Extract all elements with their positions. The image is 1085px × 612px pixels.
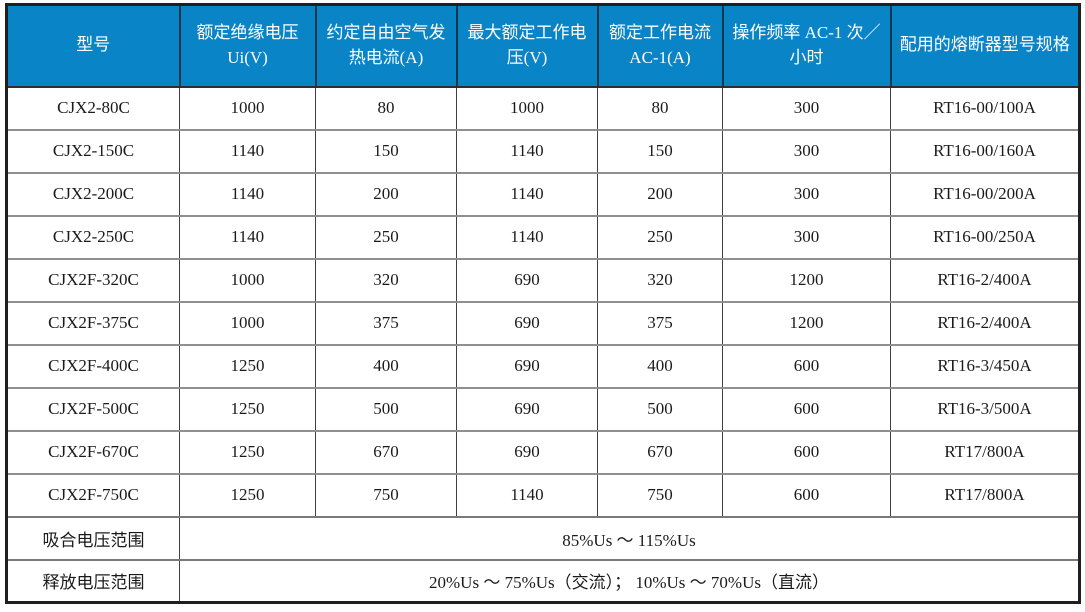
cell-operation-frequency: 600	[722, 343, 891, 388]
table-row: CJX2-250C 1140 250 1140 250 300 RT16-00/…	[6, 214, 1080, 259]
cell-fuse-spec: RT17/800A	[890, 429, 1080, 474]
cell-rated-current: 400	[597, 343, 723, 388]
table-row: CJX2F-320C 1000 320 690 320 1200 RT16-2/…	[6, 257, 1080, 302]
cell-rated-current: 320	[597, 257, 723, 302]
release-voltage-row: 释放电压范围 20%Us ～ 75%Us（交流）； 10%Us ～ 70%Us（…	[6, 558, 1080, 603]
table-row: CJX2-80C 1000 80 1000 80 300 RT16-00/100…	[6, 85, 1080, 130]
cell-model: CJX2-150C	[6, 128, 180, 173]
cell-insulation-voltage: 1250	[179, 472, 316, 517]
cell-max-working-voltage: 1140	[456, 472, 598, 517]
cell-insulation-voltage: 1250	[179, 386, 316, 431]
cell-max-working-voltage: 1140	[456, 128, 598, 173]
cell-rated-current: 500	[597, 386, 723, 431]
cell-model: CJX2F-750C	[6, 472, 180, 517]
table-row: CJX2F-375C 1000 375 690 375 1200 RT16-2/…	[6, 300, 1080, 345]
cell-model: CJX2F-670C	[6, 429, 180, 474]
cell-insulation-voltage: 1250	[179, 343, 316, 388]
cell-insulation-voltage: 1140	[179, 214, 316, 259]
cell-model: CJX2F-400C	[6, 343, 180, 388]
table-row: CJX2F-500C 1250 500 690 500 600 RT16-3/5…	[6, 386, 1080, 431]
table-row: CJX2-150C 1140 150 1140 150 300 RT16-00/…	[6, 128, 1080, 173]
cell-max-working-voltage: 690	[456, 300, 598, 345]
cell-model: CJX2-250C	[6, 214, 180, 259]
cell-fuse-spec: RT16-3/450A	[890, 343, 1080, 388]
cell-thermal-current: 400	[315, 343, 457, 388]
cell-thermal-current: 150	[315, 128, 457, 173]
cell-max-working-voltage: 690	[456, 343, 598, 388]
cell-insulation-voltage: 1000	[179, 257, 316, 302]
cell-fuse-spec: RT17/800A	[890, 472, 1080, 517]
cell-rated-current: 150	[597, 128, 723, 173]
cell-rated-current: 200	[597, 171, 723, 216]
cell-thermal-current: 80	[315, 85, 457, 130]
cell-rated-current: 250	[597, 214, 723, 259]
cell-max-working-voltage: 690	[456, 429, 598, 474]
cell-operation-frequency: 1200	[722, 257, 891, 302]
cell-rated-current: 80	[597, 85, 723, 130]
col-header-insulation-voltage: 额定绝缘电压 Ui(V)	[178, 4, 316, 88]
cell-fuse-spec: RT16-00/100A	[890, 85, 1080, 130]
col-header-fuse-spec: 配用的熔断器型号规格	[889, 4, 1080, 88]
table-row: CJX2F-400C 1250 400 690 400 600 RT16-3/4…	[6, 343, 1080, 388]
cell-fuse-spec: RT16-00/250A	[890, 214, 1080, 259]
cell-model: CJX2-80C	[6, 85, 180, 130]
col-header-thermal-current: 约定自由空气发热电流(A)	[314, 4, 457, 88]
pickup-voltage-row: 吸合电压范围 85%Us ～ 115%Us	[6, 515, 1080, 560]
cell-max-working-voltage: 690	[456, 386, 598, 431]
cell-operation-frequency: 600	[722, 472, 891, 517]
table-row: CJX2F-670C 1250 670 690 670 600 RT17/800…	[6, 429, 1080, 474]
cell-operation-frequency: 300	[722, 128, 891, 173]
cell-rated-current: 750	[597, 472, 723, 517]
cell-operation-frequency: 300	[722, 214, 891, 259]
cell-model: CJX2F-375C	[6, 300, 180, 345]
cell-max-working-voltage: 690	[456, 257, 598, 302]
cell-fuse-spec: RT16-3/500A	[890, 386, 1080, 431]
cell-max-working-voltage: 1140	[456, 214, 598, 259]
pickup-voltage-label: 吸合电压范围	[6, 515, 180, 560]
table-row: CJX2-200C 1140 200 1140 200 300 RT16-00/…	[6, 171, 1080, 216]
cell-fuse-spec: RT16-00/160A	[890, 128, 1080, 173]
release-voltage-label: 释放电压范围	[6, 558, 180, 603]
cell-fuse-spec: RT16-2/400A	[890, 300, 1080, 345]
cell-fuse-spec: RT16-2/400A	[890, 257, 1080, 302]
cell-rated-current: 375	[597, 300, 723, 345]
pickup-voltage-value: 85%Us ～ 115%Us	[179, 515, 1080, 560]
cell-rated-current: 670	[597, 429, 723, 474]
cell-thermal-current: 670	[315, 429, 457, 474]
cell-operation-frequency: 1200	[722, 300, 891, 345]
cell-model: CJX2-200C	[6, 171, 180, 216]
release-voltage-value: 20%Us ～ 75%Us（交流）； 10%Us ～ 70%Us（直流）	[179, 558, 1080, 603]
col-header-operation-frequency: 操作频率 AC-1 次／小时	[721, 4, 891, 88]
cell-thermal-current: 200	[315, 171, 457, 216]
cell-insulation-voltage: 1000	[179, 300, 316, 345]
cell-operation-frequency: 300	[722, 171, 891, 216]
col-header-model: 型号	[5, 4, 180, 88]
cell-thermal-current: 250	[315, 214, 457, 259]
cell-model: CJX2F-320C	[6, 257, 180, 302]
header-row: 型号 额定绝缘电压 Ui(V) 约定自由空气发热电流(A) 最大额定工作电压(V…	[5, 4, 1080, 88]
cell-operation-frequency: 600	[722, 386, 891, 431]
cell-thermal-current: 750	[315, 472, 457, 517]
cell-insulation-voltage: 1140	[179, 128, 316, 173]
cell-insulation-voltage: 1140	[179, 171, 316, 216]
cell-thermal-current: 320	[315, 257, 457, 302]
col-header-rated-current: 额定工作电流 AC-1(A)	[596, 4, 723, 88]
table-row: CJX2F-750C 1250 750 1140 750 600 RT17/80…	[6, 472, 1080, 517]
cell-model: CJX2F-500C	[6, 386, 180, 431]
cell-insulation-voltage: 1000	[179, 85, 316, 130]
cell-thermal-current: 375	[315, 300, 457, 345]
cell-operation-frequency: 300	[722, 85, 891, 130]
cell-max-working-voltage: 1140	[456, 171, 598, 216]
cell-max-working-voltage: 1000	[456, 85, 598, 130]
cell-fuse-spec: RT16-00/200A	[890, 171, 1080, 216]
cell-insulation-voltage: 1250	[179, 429, 316, 474]
cell-thermal-current: 500	[315, 386, 457, 431]
cell-operation-frequency: 600	[722, 429, 891, 474]
col-header-max-working-voltage: 最大额定工作电压(V)	[455, 4, 598, 88]
contactor-spec-table: 型号 额定绝缘电压 Ui(V) 约定自由空气发热电流(A) 最大额定工作电压(V…	[5, 3, 1081, 604]
